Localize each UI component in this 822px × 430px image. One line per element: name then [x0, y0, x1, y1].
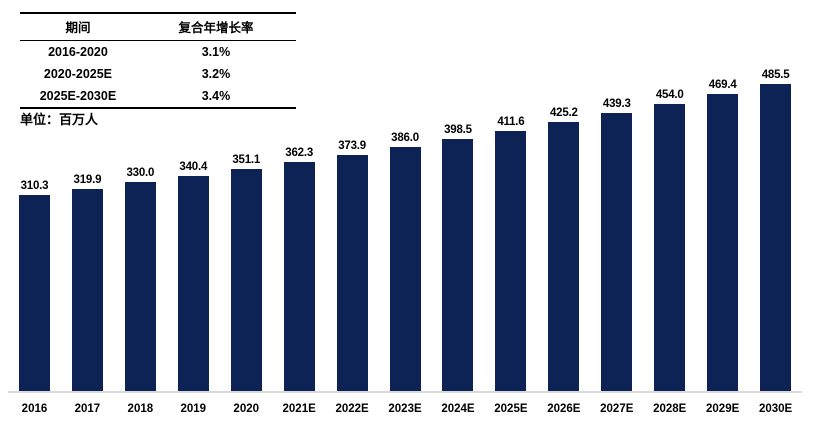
bar: [760, 84, 792, 391]
bar-slot: 373.9: [326, 140, 379, 391]
bar-value-label: 485.5: [761, 69, 790, 81]
bar-slot: 362.3: [273, 147, 326, 391]
x-axis: 2016 2017 2018 2019 2020 2021E 2022E 2023E 2024E…: [8, 403, 802, 421]
bar: [283, 161, 315, 391]
x-axis-label: 2024E: [441, 403, 475, 415]
bar-slot: 411.6: [484, 116, 537, 391]
bar-value-label: 310.3: [20, 179, 49, 192]
x-axis-label: 2020: [233, 403, 260, 415]
bar-value-label: 398.5: [444, 124, 472, 136]
bar-slot: 319.9: [61, 174, 114, 391]
x-axis-label: 2021E: [282, 403, 316, 415]
x-axis-label: 2017: [74, 403, 101, 415]
period-cell: 2025E-2030E: [20, 85, 136, 109]
table-header-cagr: 复合年增长率: [135, 12, 296, 41]
bar-slot: 469.4: [696, 79, 749, 391]
bar: [389, 146, 421, 391]
table-row: 2016-2020 3.1%: [20, 41, 296, 64]
bar: [601, 113, 633, 391]
bar: [548, 122, 580, 391]
bar-slot: 330.0: [114, 167, 167, 391]
bar: [18, 194, 50, 391]
cagr-cell: 3.1%: [201, 45, 231, 59]
x-axis-label: 2029E: [706, 403, 740, 415]
x-axis-label: 2016: [21, 403, 48, 415]
plot-area: 310.3 319.9 330.0 340.4 351.1 362.3 373.9 386.0…: [8, 0, 802, 393]
bar: [336, 154, 368, 391]
x-axis-label: 2030E: [758, 403, 793, 415]
x-axis-label: 2019: [180, 403, 207, 415]
bar: [495, 130, 527, 391]
x-axis-label: 2025E: [494, 403, 528, 415]
bar-slot: 351.1: [220, 154, 273, 391]
bar: [442, 139, 474, 391]
bar-value-label: 411.6: [497, 115, 525, 128]
x-axis-label: 2028E: [653, 403, 687, 415]
bar-slot: 310.3: [8, 180, 61, 391]
period-cell: 2020-2025E: [43, 67, 113, 81]
table-row: 2025E-2030E 3.4%: [20, 85, 296, 109]
x-axis-label: 2018: [127, 403, 154, 415]
bar-value-label: 454.0: [655, 88, 684, 101]
table-header-period: 期间: [20, 12, 136, 41]
x-axis-label: 2023E: [388, 403, 422, 415]
x-axis-label: 2022E: [335, 403, 369, 415]
period-cell: 2016-2020: [48, 45, 108, 59]
table-row: 2020-2025E 3.2%: [20, 63, 296, 85]
bar-slot: 425.2: [537, 107, 590, 391]
cagr-table-body: 2016-2020 3.1% 2020-2025E 3.2% 2025E-2030E 3.…: [20, 41, 296, 109]
bar: [71, 188, 103, 391]
bar-value-label: 469.4: [708, 79, 737, 92]
bar-value-label: 330.0: [126, 167, 155, 180]
bar-value-label: 439.3: [602, 98, 631, 111]
bar: [124, 182, 156, 391]
bar-slot: 340.4: [167, 161, 220, 391]
cagr-cell: 3.2%: [201, 67, 231, 81]
cagr-table: 期间 复合年增长率 2016-2020 3.1% 2020-2025E 3.2% 202…: [20, 12, 296, 109]
bar-slot: 485.5: [749, 69, 802, 391]
cagr-table-header: 期间 复合年增长率: [20, 12, 296, 41]
bar-value-label: 351.1: [232, 154, 261, 166]
unit-label: 单位：百万人: [20, 112, 99, 127]
bar: [707, 94, 739, 391]
bar-value-label: 340.4: [179, 160, 208, 173]
cagr-cell: 3.4%: [135, 85, 296, 109]
bar-value-label: 362.3: [285, 146, 314, 159]
bar-value-label: 386.0: [391, 131, 419, 144]
bar: [230, 169, 262, 391]
bar: [177, 175, 209, 391]
bar-slot: 439.3: [590, 98, 643, 391]
bar-slot: 454.0: [643, 89, 696, 391]
bar-slot: 386.0: [379, 132, 432, 391]
bar-value-label: 425.2: [549, 107, 578, 120]
x-axis-label: 2026E: [547, 403, 581, 415]
bar: [654, 103, 686, 391]
x-axis-label: 2027E: [600, 403, 634, 415]
bar-slot: 398.5: [432, 124, 485, 391]
bar-value-label: 373.9: [338, 139, 366, 152]
bar-value-label: 319.9: [73, 173, 102, 186]
